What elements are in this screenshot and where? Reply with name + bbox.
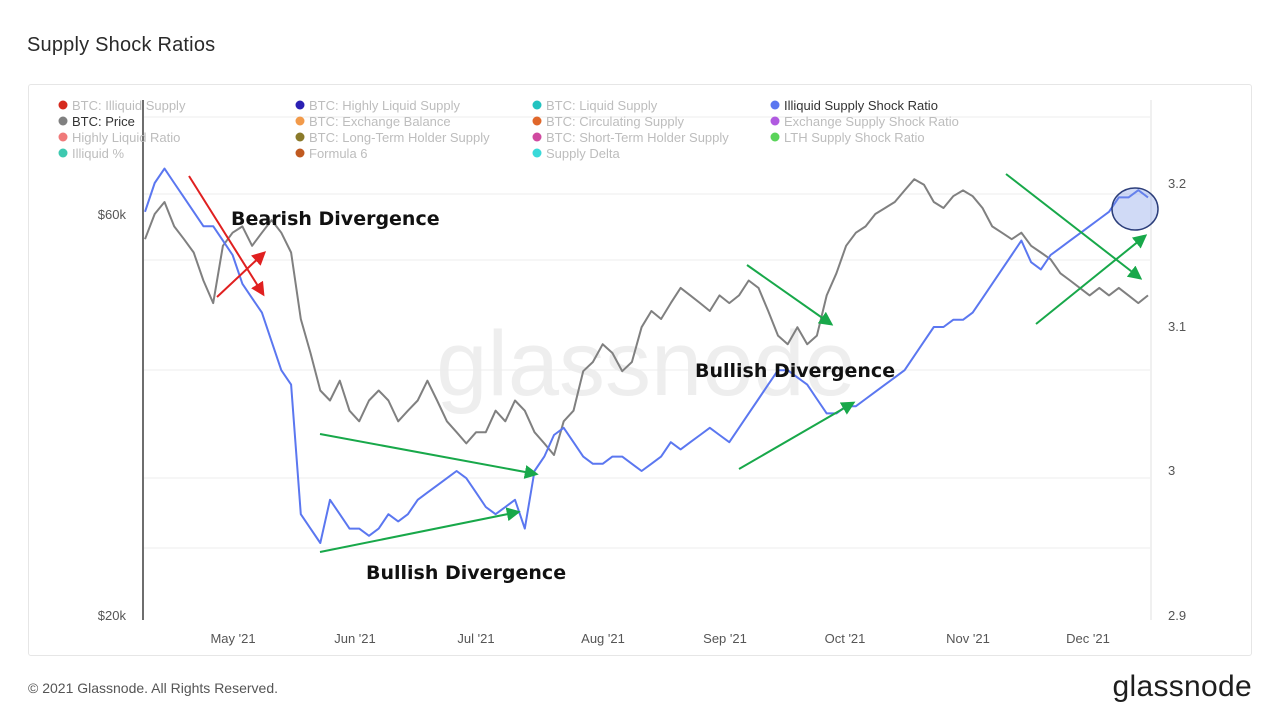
legend-label: Exchange Supply Shock Ratio bbox=[784, 114, 959, 129]
legend-label: Illiquid Supply Shock Ratio bbox=[784, 98, 938, 113]
chart-container bbox=[28, 84, 1252, 656]
legend-swatch bbox=[58, 132, 68, 142]
bullish-arrow-1b bbox=[319, 507, 521, 553]
x-axis: May '21 Jun '21 Jul '21 Aug '21 Sep '21 … bbox=[210, 631, 1109, 646]
y-right-tick: 2.9 bbox=[1168, 608, 1186, 623]
x-tick: May '21 bbox=[210, 631, 255, 646]
bearish-arrow-3a bbox=[1005, 173, 1143, 280]
bearish-arrow-ratio bbox=[216, 251, 267, 298]
x-tick: Oct '21 bbox=[825, 631, 866, 646]
legend-item[interactable]: LTH Supply Shock Ratio bbox=[770, 130, 925, 145]
legend-swatch bbox=[295, 148, 305, 158]
page-title: Supply Shock Ratios bbox=[27, 34, 216, 56]
highlight-circle bbox=[1111, 187, 1159, 231]
bullish-arrow-1a bbox=[319, 433, 539, 479]
x-tick: Sep '21 bbox=[703, 631, 747, 646]
y-left-tick: $20k bbox=[98, 608, 127, 623]
x-tick: Jun '21 bbox=[334, 631, 376, 646]
illiquid-supply-shock-ratio-line bbox=[144, 167, 1149, 544]
legend-swatch bbox=[770, 116, 780, 126]
legend-label: Supply Delta bbox=[546, 146, 620, 161]
legend-item[interactable]: BTC: Price bbox=[58, 114, 135, 129]
x-tick: Jul '21 bbox=[457, 631, 494, 646]
legend-swatch bbox=[532, 116, 542, 126]
bullish-arrow-2b bbox=[738, 401, 856, 470]
legend-label: BTC: Illiquid Supply bbox=[72, 98, 186, 113]
legend-label: BTC: Short-Term Holder Supply bbox=[546, 130, 729, 145]
x-tick: Aug '21 bbox=[581, 631, 625, 646]
legend-swatch bbox=[532, 132, 542, 142]
legend-item[interactable]: BTC: Long-Term Holder Supply bbox=[295, 130, 491, 145]
y-axis-right: 3.2 3.1 3 2.9 bbox=[1168, 176, 1186, 623]
glassnode-logo: glassnode bbox=[1112, 670, 1252, 703]
bullish-arrow-2a bbox=[746, 264, 834, 326]
legend: BTC: Illiquid Supply BTC: Highly Liquid S… bbox=[58, 98, 959, 161]
bullish-divergence-label-2: Bullish Divergence bbox=[695, 360, 895, 382]
bearish-divergence-label: Bearish Divergence bbox=[231, 208, 440, 230]
bullish-divergence-label-1: Bullish Divergence bbox=[366, 562, 566, 584]
legend-swatch bbox=[58, 148, 68, 158]
bearish-arrow-price bbox=[188, 175, 265, 297]
x-tick: Nov '21 bbox=[946, 631, 990, 646]
legend-label: Highly Liquid Ratio bbox=[72, 130, 180, 145]
legend-item[interactable]: Supply Delta bbox=[532, 146, 621, 161]
legend-item[interactable]: BTC: Highly Liquid Supply bbox=[295, 98, 461, 113]
copyright-text: © 2021 Glassnode. All Rights Reserved. bbox=[28, 680, 279, 696]
legend-label: BTC: Liquid Supply bbox=[546, 98, 658, 113]
legend-swatch bbox=[58, 100, 68, 110]
legend-label: BTC: Long-Term Holder Supply bbox=[309, 130, 490, 145]
y-axis-left: $60k $20k bbox=[98, 207, 127, 623]
legend-item[interactable]: BTC: Illiquid Supply bbox=[58, 98, 186, 113]
x-tick: Dec '21 bbox=[1066, 631, 1110, 646]
legend-item[interactable]: BTC: Liquid Supply bbox=[532, 98, 658, 113]
legend-label: BTC: Exchange Balance bbox=[309, 114, 451, 129]
legend-item[interactable]: BTC: Exchange Balance bbox=[295, 114, 451, 129]
legend-swatch bbox=[295, 116, 305, 126]
watermark: glassnode bbox=[436, 313, 855, 415]
legend-item[interactable]: Highly Liquid Ratio bbox=[58, 130, 181, 145]
legend-swatch bbox=[532, 100, 542, 110]
legend-swatch bbox=[770, 132, 780, 142]
bullish-arrow-3b bbox=[1035, 234, 1148, 325]
btc-price-line bbox=[144, 178, 1149, 456]
legend-label: BTC: Circulating Supply bbox=[546, 114, 684, 129]
annotation-arrows bbox=[188, 173, 1148, 553]
y-right-tick: 3.1 bbox=[1168, 319, 1186, 334]
legend-label: LTH Supply Shock Ratio bbox=[784, 130, 925, 145]
legend-swatch bbox=[532, 148, 542, 158]
legend-label: Illiquid % bbox=[72, 146, 124, 161]
legend-label: BTC: Highly Liquid Supply bbox=[309, 98, 461, 113]
legend-swatch bbox=[295, 100, 305, 110]
legend-label: Formula 6 bbox=[309, 146, 368, 161]
gridlines bbox=[144, 116, 1150, 549]
y-right-tick: 3 bbox=[1168, 463, 1175, 478]
y-left-tick: $60k bbox=[98, 207, 127, 222]
legend-swatch bbox=[295, 132, 305, 142]
legend-label: BTC: Price bbox=[72, 114, 135, 129]
legend-item[interactable]: Formula 6 bbox=[295, 146, 368, 161]
legend-item[interactable]: Illiquid Supply Shock Ratio bbox=[770, 98, 938, 113]
legend-item[interactable]: Illiquid % bbox=[58, 146, 125, 161]
legend-item[interactable]: BTC: Short-Term Holder Supply bbox=[532, 130, 730, 145]
legend-swatch bbox=[770, 100, 780, 110]
legend-item[interactable]: Exchange Supply Shock Ratio bbox=[770, 114, 959, 129]
legend-item[interactable]: BTC: Circulating Supply bbox=[532, 114, 685, 129]
legend-swatch bbox=[58, 116, 68, 126]
y-right-tick: 3.2 bbox=[1168, 176, 1186, 191]
